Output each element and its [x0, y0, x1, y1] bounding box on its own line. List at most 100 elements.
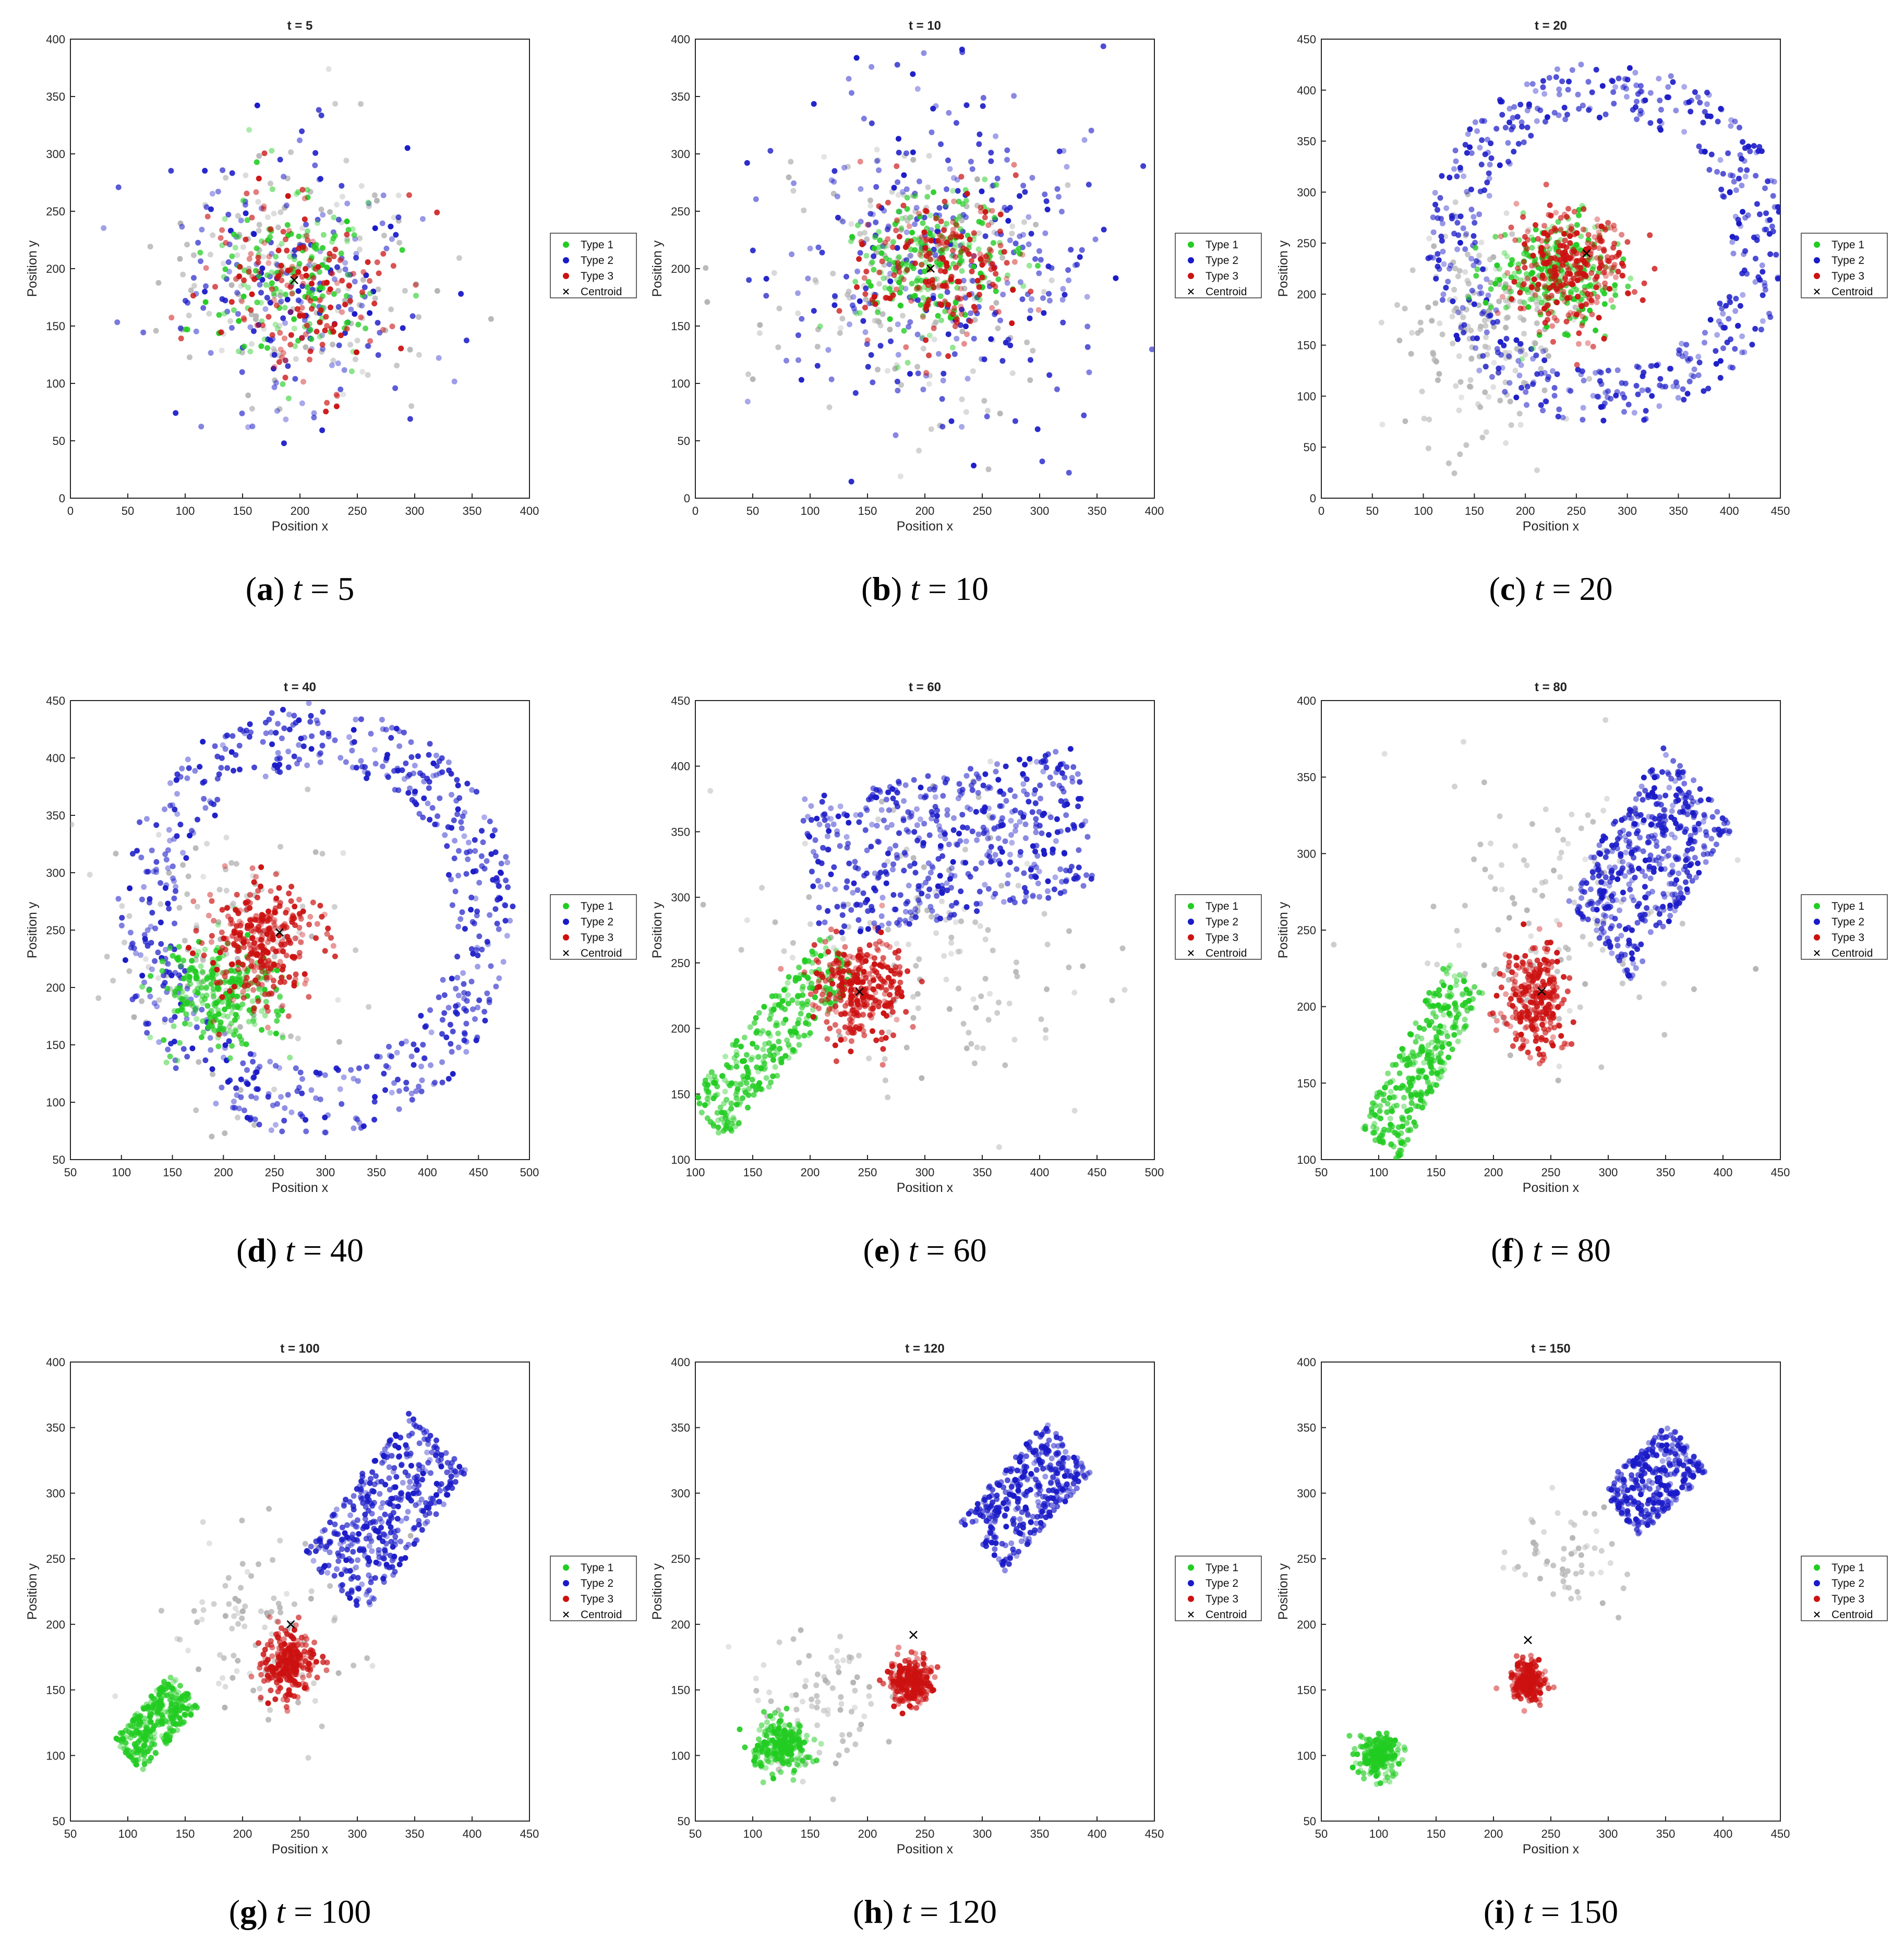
point-type-1 [876, 244, 882, 250]
point-type-2 [348, 1067, 354, 1073]
y-axis-label: Position y [650, 240, 665, 297]
point-trail [1465, 251, 1471, 258]
point-type-2 [177, 774, 184, 780]
point-type-2 [353, 255, 359, 261]
x-tick-label: 350 [367, 1166, 386, 1179]
point-type-1 [905, 359, 911, 366]
point-type-3 [259, 969, 266, 975]
point-trail [184, 242, 190, 248]
point-type-3 [894, 286, 899, 293]
point-type-2 [1765, 178, 1771, 184]
point-type-3 [1561, 211, 1568, 218]
point-type-2 [896, 922, 902, 928]
point-type-2 [902, 782, 909, 788]
point-type-1 [912, 293, 918, 299]
point-type-2 [1551, 393, 1558, 399]
point-type-3 [939, 240, 945, 246]
point-type-2 [391, 768, 397, 774]
point-type-2 [1633, 383, 1640, 389]
point-type-2 [1762, 226, 1768, 233]
point-type-2 [153, 866, 159, 873]
point-type-2 [319, 742, 326, 749]
point-type-3 [937, 268, 944, 274]
point-type-3 [1524, 275, 1531, 282]
point-type-2 [940, 378, 946, 383]
point-trail [395, 192, 402, 199]
point-trail [358, 183, 365, 189]
point-type-2 [183, 855, 189, 861]
point-type-2 [476, 879, 483, 886]
legend-label: Type 2 [1831, 255, 1864, 267]
point-type-2 [228, 325, 235, 331]
point-type-2 [1505, 140, 1511, 146]
point-type-2 [911, 777, 917, 783]
point-trail [1109, 997, 1115, 1004]
point-type-2 [936, 205, 943, 211]
point-type-2 [101, 225, 107, 231]
point-type-2 [185, 756, 191, 763]
y-tick-label: 50 [53, 435, 65, 448]
point-type-2 [901, 867, 907, 874]
x-tick-label: 100 [801, 504, 820, 517]
point-type-2 [420, 814, 426, 821]
point-type-2 [1027, 315, 1033, 321]
point-trail [1431, 243, 1437, 249]
point-type-1 [887, 316, 893, 322]
point-type-3 [921, 229, 927, 235]
point-trail [1011, 1037, 1018, 1043]
point-type-2 [454, 1011, 460, 1017]
point-type-3 [1594, 255, 1600, 261]
point-type-1 [304, 187, 310, 193]
point-type-3 [1585, 340, 1591, 346]
point-type-3 [282, 335, 287, 342]
point-type-2 [162, 1016, 168, 1022]
point-type-2 [1435, 215, 1441, 221]
point-type-2 [290, 722, 296, 728]
point-trail [933, 319, 939, 326]
point-type-2 [919, 883, 925, 889]
point-type-2 [319, 427, 326, 433]
point-type-2 [459, 909, 465, 915]
point-type-3 [861, 275, 867, 281]
point-type-2 [406, 772, 413, 778]
point-type-2 [943, 203, 949, 210]
point-type-2 [437, 770, 443, 777]
point-type-2 [177, 325, 184, 331]
point-type-3 [255, 998, 261, 1004]
point-type-3 [1528, 263, 1535, 269]
point-type-2 [1713, 348, 1719, 354]
point-type-3 [390, 263, 396, 269]
point-type-2 [897, 892, 903, 898]
point-trail [857, 231, 863, 237]
point-type-3 [933, 215, 939, 222]
point-type-1 [244, 217, 250, 223]
point-type-3 [983, 253, 989, 259]
point-type-1 [210, 986, 216, 992]
point-type-2 [811, 308, 817, 314]
point-trail [1431, 357, 1438, 363]
point-type-2 [129, 851, 136, 857]
point-type-2 [437, 795, 443, 801]
point-type-2 [504, 859, 511, 865]
point-trail [1512, 368, 1519, 373]
point-type-2 [285, 749, 292, 755]
point-type-3 [893, 227, 899, 234]
point-type-3 [903, 344, 909, 350]
x-tick-label: 150 [1465, 504, 1484, 517]
point-type-2 [851, 880, 857, 886]
point-trail [204, 840, 210, 847]
point-type-2 [171, 836, 177, 842]
point-type-3 [280, 228, 286, 235]
point-type-2 [371, 1116, 378, 1123]
point-type-2 [980, 103, 986, 109]
point-trail [866, 1055, 872, 1062]
legend-marker [563, 903, 569, 909]
point-type-2 [1524, 124, 1531, 130]
point-type-2 [214, 776, 221, 782]
point-type-2 [1478, 290, 1485, 296]
x-tick-label: 50 [122, 504, 134, 517]
point-type-3 [211, 918, 217, 924]
point-type-2 [982, 233, 989, 239]
point-type-2 [1580, 417, 1586, 423]
point-type-3 [953, 264, 959, 271]
